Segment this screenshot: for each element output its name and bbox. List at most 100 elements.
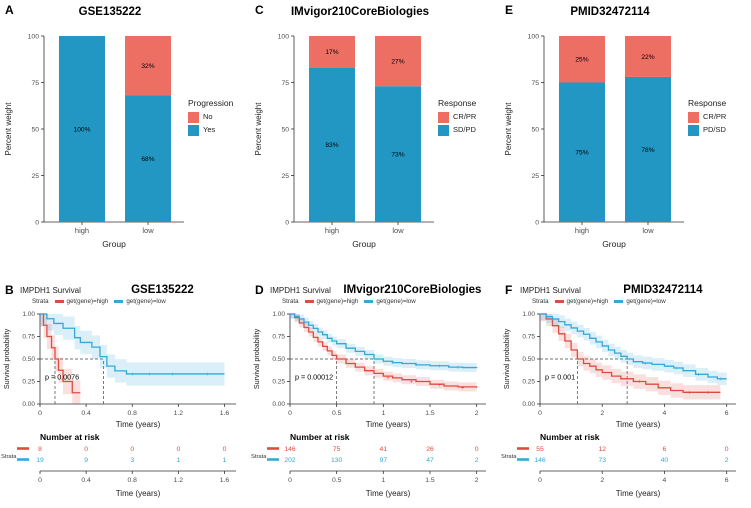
bar-legend: Progression No Yes [188,98,233,138]
svg-text:+: + [438,383,442,389]
svg-text:6: 6 [725,477,729,484]
risk-row-low: 202 130 97 47 2 [267,457,479,464]
strata-key-label: get(gene)=high [316,298,359,305]
svg-text:25: 25 [531,173,539,180]
svg-text:+: + [205,372,209,378]
svg-text:26: 26 [426,446,434,453]
svg-text:0.25: 0.25 [22,379,35,386]
panel-B-survival: B IMPDH1 Survival GSE135222 Strata get(ge… [0,280,250,508]
svg-text:9: 9 [84,457,88,464]
svg-text:0: 0 [538,410,542,417]
svg-text:12: 12 [598,446,606,453]
bar-legend: Response CR/PR PD/SD [688,98,726,138]
stacked-bar-chart: 0 25 50 75 100 Percent weight 100% high 68% 32% lo… [4,33,184,249]
bar-segment-yes: 100% [59,36,105,222]
svg-text:32%: 32% [141,63,154,70]
strata-key-label: get(gene)=high [66,298,109,305]
svg-text:0: 0 [725,446,729,453]
svg-text:0.25: 0.25 [272,379,285,386]
legend-swatch-icon [188,124,199,136]
legend-label: CR/PR [453,112,477,122]
km-header: IMPDH1 Survival PMID32472114 [520,284,745,296]
svg-text:83%: 83% [325,142,338,149]
panel-F-survival: F IMPDH1 Survival PMID32472114 Strata get… [500,280,751,508]
svg-text:0.00: 0.00 [272,401,285,408]
risk-x-axis-label: Time (years) [366,489,411,498]
bar-legend: Response CR/PR SD/PD [438,98,476,138]
svg-text:47: 47 [426,457,434,464]
risk-x-axis-label: Time (years) [116,489,161,498]
svg-text:0: 0 [285,219,289,226]
survival-curve-low: + + + + [540,313,727,386]
bar-plot-area: 0 25 50 75 100 Percent weight 100% high 68% 32% lo… [0,24,250,280]
legend-swatch-icon [688,124,699,136]
svg-text:4: 4 [663,410,667,417]
svg-text:146: 146 [284,446,296,453]
legend-label: No [203,112,213,122]
svg-text:0: 0 [38,410,42,417]
legend-title: Response [688,98,727,108]
legend-item: No [188,111,233,123]
svg-text:78%: 78% [641,147,654,154]
x-axis-label: Time (years) [116,420,161,429]
svg-text:75: 75 [281,80,289,87]
svg-text:1.5: 1.5 [425,410,435,417]
panel-title: IMvigor210CoreBiologies [343,284,482,296]
km-header: IMPDH1 Survival GSE135222 [20,284,244,296]
x-axis-label: Group [352,239,376,249]
svg-text:+: + [171,372,175,378]
svg-text:4: 4 [663,477,667,484]
svg-text:100: 100 [528,33,540,40]
bar-segment-no: 32% [125,36,171,96]
risk-table-title: Number at risk [540,432,600,442]
svg-text:0: 0 [288,477,292,484]
svg-text:0.75: 0.75 [22,334,35,341]
svg-text:0: 0 [535,219,539,226]
risk-row-low: 19 9 3 1 1 [17,457,227,464]
svg-text:202: 202 [284,457,296,464]
x-axis-label: Group [602,239,626,249]
panel-title: PMID32472114 [623,284,703,296]
svg-text:+: + [456,366,460,372]
y-axis-label: Survival probability [2,328,11,389]
svg-text:100: 100 [278,33,290,40]
legend-item: CR/PR [688,111,726,123]
pvalue-label: p = 0.0076 [45,373,79,382]
legend-title: Progression [188,98,234,108]
svg-text:1.00: 1.00 [22,311,35,318]
panel-label-d: D [255,283,264,297]
risk-row-high: 8 0 0 0 0 [17,446,227,453]
strata-key-icon [304,300,314,303]
strata-axis-label: Strata [1,454,17,460]
svg-text:0.50: 0.50 [522,356,535,363]
strata-key-icon [114,300,124,303]
svg-text:2: 2 [475,477,479,484]
svg-text:1.2: 1.2 [174,477,184,484]
risk-table-title: Number at risk [290,432,350,442]
svg-text:25: 25 [281,173,289,180]
legend-label: Yes [203,125,216,135]
bar-segment-cr-pr: 27% [375,36,421,87]
svg-text:+: + [675,366,679,372]
panel-C-barchart: C IMvigor210CoreBiologies 0 25 50 75 100 Perc… [250,0,500,280]
stacked-bar-chart: 0 25 50 75 100 Percent weight 75% 25% high 78% 22%… [504,33,684,249]
svg-text:0: 0 [288,410,292,417]
legend-title: Response [438,98,477,108]
y-axis-label: Survival probability [252,328,261,389]
svg-text:97: 97 [380,457,388,464]
svg-text:25%: 25% [575,57,588,64]
svg-text:+: + [391,361,395,367]
svg-text:low: low [392,226,404,235]
bar-segment-cr-pr: 22% [625,36,671,77]
panel-E-barchart: E PMID32472114 0 25 50 75 100 Percent weight 7… [500,0,751,280]
y-axis-label: Percent weight [254,102,263,156]
svg-text:0.50: 0.50 [272,356,285,363]
svg-text:+: + [719,377,723,383]
survival-subtitle: IMPDH1 Survival [270,286,331,295]
svg-text:2: 2 [725,457,729,464]
svg-text:1.6: 1.6 [220,410,230,417]
svg-text:6: 6 [725,410,729,417]
